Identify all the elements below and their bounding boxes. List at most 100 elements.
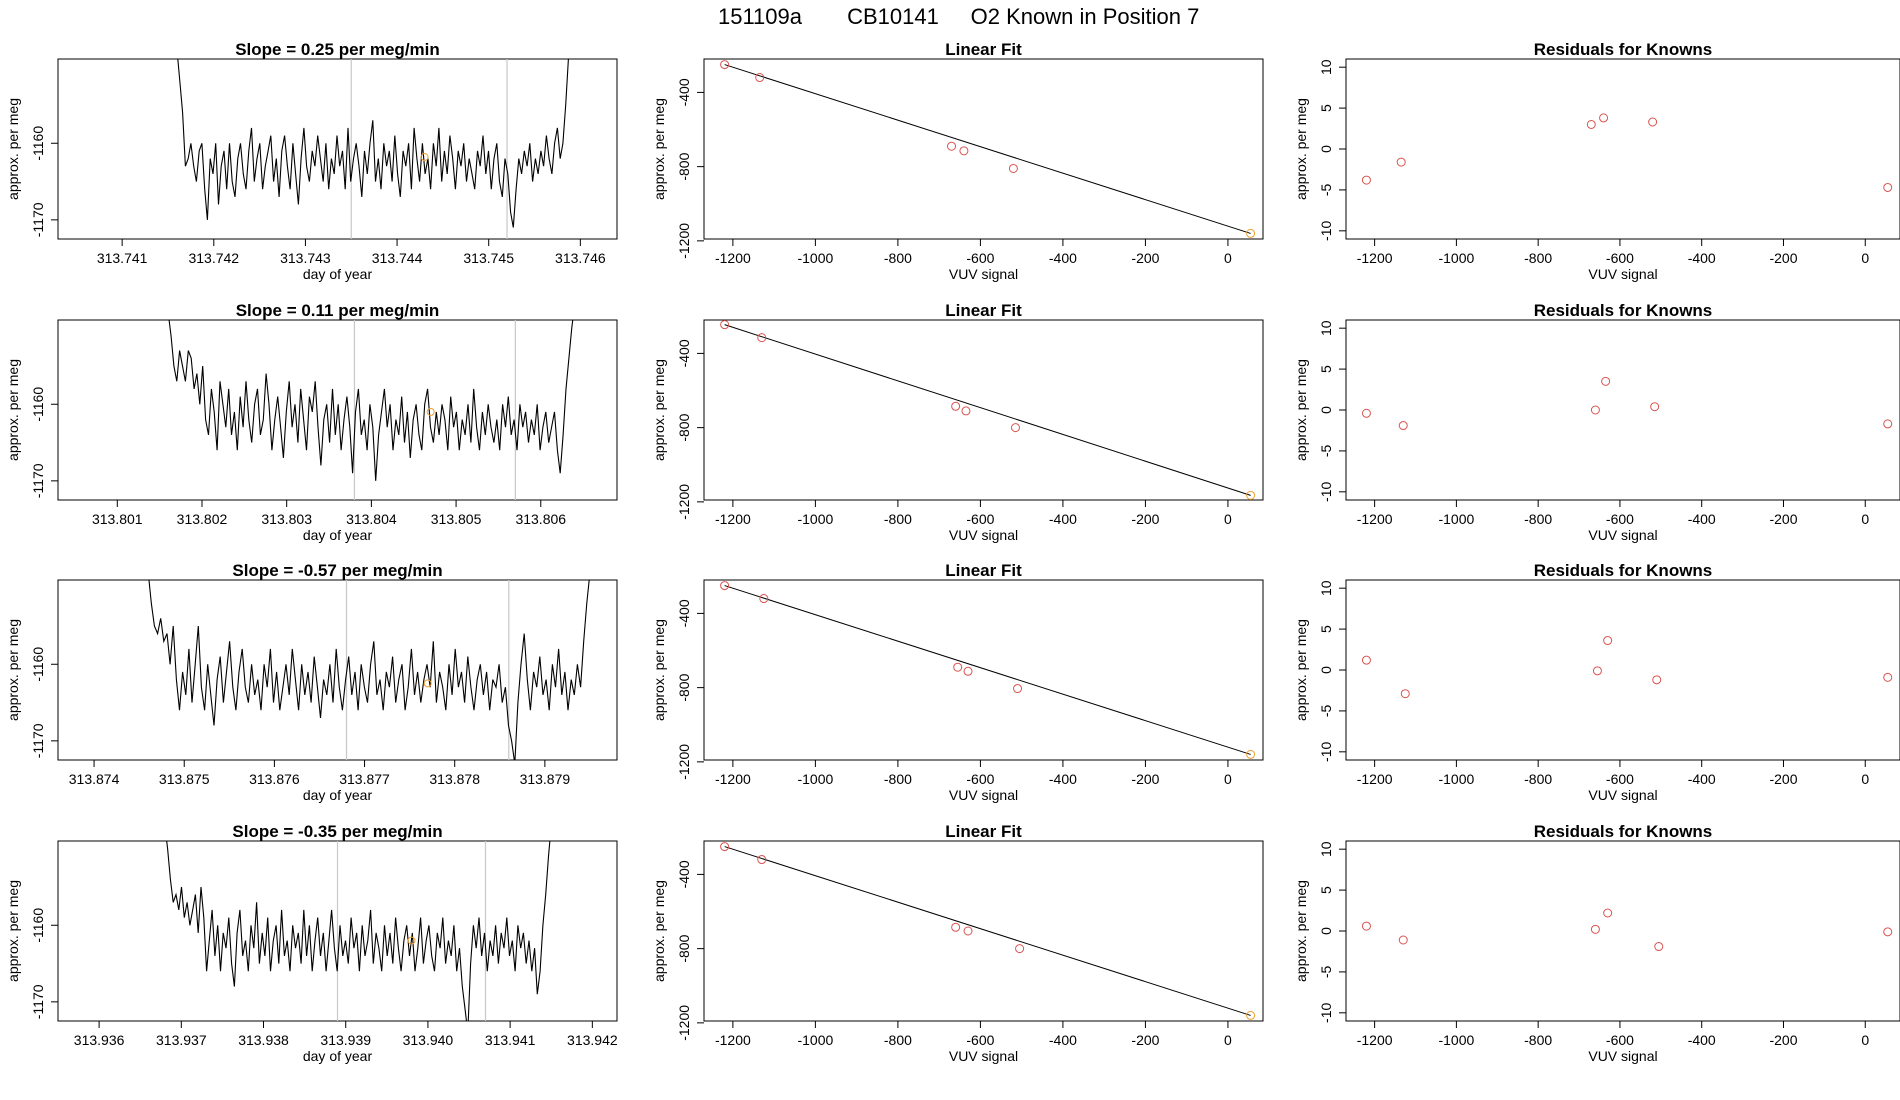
y-tick-label: -10 xyxy=(1318,481,1334,501)
data-point xyxy=(1361,655,1371,665)
plot-frame xyxy=(1345,319,1900,501)
x-tick-label: 313.805 xyxy=(431,511,482,527)
panel-title: Residuals for Knowns xyxy=(1534,822,1713,841)
data-point xyxy=(1013,684,1023,694)
data-point xyxy=(1883,672,1893,682)
panel-r4-c3: Residuals for Knowns-1200 -1000 -800 -600 -4… xyxy=(1293,822,1900,1064)
series-line xyxy=(148,580,590,760)
x-tick-label: -200 xyxy=(1769,511,1797,527)
plot-frame xyxy=(703,579,1264,761)
x-tick-label: -200 xyxy=(1131,771,1159,787)
y-axis-label: approx. per meg xyxy=(1293,619,1309,721)
x-tick-label: -400 xyxy=(1049,250,1077,266)
x-tick-label: -400 xyxy=(1688,511,1716,527)
x-tick-label: -1200 xyxy=(1357,771,1393,787)
fit-line xyxy=(724,324,1251,496)
x-tick-label: -200 xyxy=(1769,1032,1797,1048)
x-tick-label: 0 xyxy=(1224,771,1232,787)
x-tick-label: -800 xyxy=(1524,511,1552,527)
y-tick-label: 5 xyxy=(1318,104,1334,112)
panel-title: Residuals for Knowns xyxy=(1534,561,1713,580)
x-tick-label: -400 xyxy=(1688,1032,1716,1048)
x-axis-label: VUV signal xyxy=(949,266,1018,282)
x-tick-label: 313.874 xyxy=(69,771,120,787)
y-axis-label: approx. per meg xyxy=(5,359,21,461)
y-tick-label: -400 xyxy=(676,599,692,627)
y-tick-label: -1200 xyxy=(676,1005,692,1041)
x-tick-label: 0 xyxy=(1861,511,1869,527)
x-tick-label: 313.876 xyxy=(249,771,300,787)
x-tick-label: 313.878 xyxy=(429,771,480,787)
y-axis-label: approx. per meg xyxy=(651,359,667,461)
y-tick-label: -10 xyxy=(1318,220,1334,240)
data-point xyxy=(1883,419,1893,429)
x-tick-label: 313.802 xyxy=(177,511,228,527)
x-tick-label: -200 xyxy=(1769,250,1797,266)
y-tick-label: -10 xyxy=(1318,741,1334,761)
x-tick-label: -600 xyxy=(1606,250,1634,266)
y-tick-label: -800 xyxy=(676,934,692,962)
panel-title: Slope = 0.11 per meg/min xyxy=(236,301,440,320)
data-point xyxy=(1603,908,1613,918)
panel-title: Residuals for Knowns xyxy=(1534,40,1713,59)
panel-r4-c2: Linear Fit -1200 -1000 -800 -600 -400 -200 0 -12… xyxy=(651,822,1264,1064)
panel-r1-c1: Slope = 0.25 per meg/min 313.741 313.742 31… xyxy=(5,40,618,282)
y-axis-label: approx. per meg xyxy=(651,880,667,982)
y-tick-label: -1200 xyxy=(676,484,692,520)
highlight-point xyxy=(1246,228,1256,238)
panel-r4-c1: Slope = -0.35 per meg/min 313.936 313.937 3… xyxy=(5,822,618,1064)
y-tick-label: 0 xyxy=(1318,666,1334,674)
x-tick-label: -1200 xyxy=(715,1032,751,1048)
plot-frame xyxy=(1345,840,1900,1022)
x-tick-label: -800 xyxy=(884,771,912,787)
panel-r2-c3: Residuals for Knowns-1200 -1000 -800 -600 -4… xyxy=(1293,301,1900,543)
x-tick-label: 0 xyxy=(1224,250,1232,266)
x-tick-label: 0 xyxy=(1224,1032,1232,1048)
x-tick-label: -1000 xyxy=(1438,1032,1474,1048)
y-tick-label: -400 xyxy=(676,860,692,888)
y-tick-label: -1160 xyxy=(30,647,46,682)
panel-title: Slope = 0.25 per meg/min xyxy=(235,40,440,59)
series-line xyxy=(168,320,574,481)
panel-r2-c1: Slope = 0.11 per meg/min 313.801 313.802 31… xyxy=(5,301,618,543)
data-point xyxy=(720,842,730,852)
x-tick-label: 0 xyxy=(1861,771,1869,787)
y-tick-label: -1200 xyxy=(676,223,692,259)
y-tick-label: 10 xyxy=(1318,841,1334,857)
x-axis-label: VUV signal xyxy=(1588,787,1657,803)
x-tick-label: -800 xyxy=(1524,250,1552,266)
plot-frame xyxy=(703,58,1264,240)
y-axis-label: approx. per meg xyxy=(5,98,21,200)
data-point xyxy=(953,662,963,672)
y-axis-label: approx. per meg xyxy=(5,619,21,721)
x-tick-label: -600 xyxy=(1606,511,1634,527)
panel-title: Slope = -0.57 per meg/min xyxy=(232,561,442,580)
highlight-point xyxy=(1246,749,1256,759)
fit-line xyxy=(724,64,1251,234)
plot-data xyxy=(1361,636,1893,699)
highlight-point xyxy=(420,153,429,162)
x-tick-label: -1000 xyxy=(797,771,833,787)
x-tick-label: -1000 xyxy=(1438,771,1474,787)
x-tick-label: -400 xyxy=(1049,1032,1077,1048)
plot-data xyxy=(166,841,551,1021)
data-point xyxy=(963,666,973,676)
data-point xyxy=(1603,636,1613,646)
x-tick-label: 313.803 xyxy=(261,511,312,527)
y-tick-label: -800 xyxy=(676,413,692,441)
x-tick-label: -1000 xyxy=(797,250,833,266)
x-tick-label: 313.937 xyxy=(156,1032,207,1048)
x-tick-label: 313.801 xyxy=(92,511,143,527)
y-tick-label: 0 xyxy=(1318,145,1334,153)
data-point xyxy=(1654,942,1664,952)
x-tick-label: -1200 xyxy=(1357,1032,1393,1048)
x-tick-label: -1000 xyxy=(1438,250,1474,266)
panels-group: Slope = 0.25 per meg/min 313.741 313.742 31… xyxy=(5,40,1900,1064)
x-tick-label: -600 xyxy=(966,250,994,266)
data-point xyxy=(951,401,961,411)
panel-title: Linear Fit xyxy=(945,301,1022,320)
data-point xyxy=(961,406,971,416)
x-axis-label: VUV signal xyxy=(1588,266,1657,282)
series-line xyxy=(177,59,569,228)
x-tick-label: 313.745 xyxy=(463,250,514,266)
